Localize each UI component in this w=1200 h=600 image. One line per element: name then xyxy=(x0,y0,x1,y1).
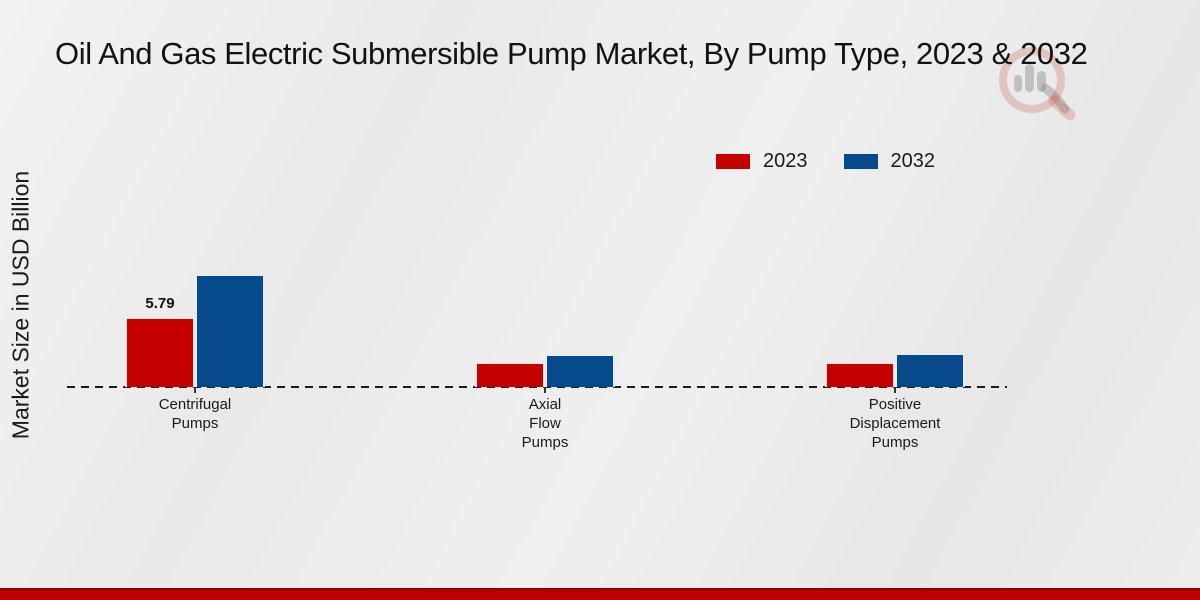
chart-title: Oil And Gas Electric Submersible Pump Ma… xyxy=(55,36,1088,71)
category-label-centrifugal-pumps: Centrifugal Pumps xyxy=(158,396,232,432)
x-axis-baseline xyxy=(67,386,1007,388)
category-label-positive-displacement-pumps: Positive Displacement Pumps xyxy=(849,396,941,451)
magnifier-bar-chart-logo-icon xyxy=(999,47,1076,121)
legend-item-2032: 2032 xyxy=(843,150,936,173)
footer-accent-bar xyxy=(0,588,1200,600)
legend-label-2032: 2032 xyxy=(890,150,936,172)
bar-2023-positive-displacement-pumps xyxy=(825,362,895,387)
bar-2032-centrifugal-pumps xyxy=(195,274,265,387)
bar-2023-axial-flow-pumps xyxy=(475,362,545,387)
legend: 2023 2032 xyxy=(716,150,935,173)
axis-tick-positive-displacement-pumps xyxy=(894,387,896,393)
bar-2032-positive-displacement-pumps xyxy=(895,353,965,387)
legend-swatch-2023-icon xyxy=(716,154,750,169)
axis-tick-axial-flow-pumps xyxy=(544,387,546,393)
legend-label-2023: 2023 xyxy=(763,150,808,172)
legend-swatch-2032-icon xyxy=(843,154,878,169)
bar-2032-axial-flow-pumps xyxy=(545,354,615,387)
legend-item-2023: 2023 xyxy=(716,150,808,173)
value-label-2023: 5.79 xyxy=(145,295,175,312)
bar-2023-centrifugal-pumps xyxy=(125,317,195,387)
category-label-axial-flow-pumps: Axial Flow Pumps xyxy=(521,396,569,451)
axis-tick-centrifugal-pumps xyxy=(194,387,196,393)
